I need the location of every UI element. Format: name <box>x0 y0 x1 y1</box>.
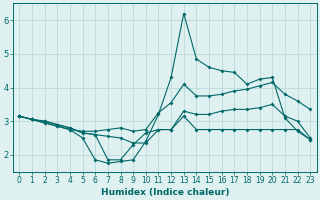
X-axis label: Humidex (Indice chaleur): Humidex (Indice chaleur) <box>100 188 229 197</box>
